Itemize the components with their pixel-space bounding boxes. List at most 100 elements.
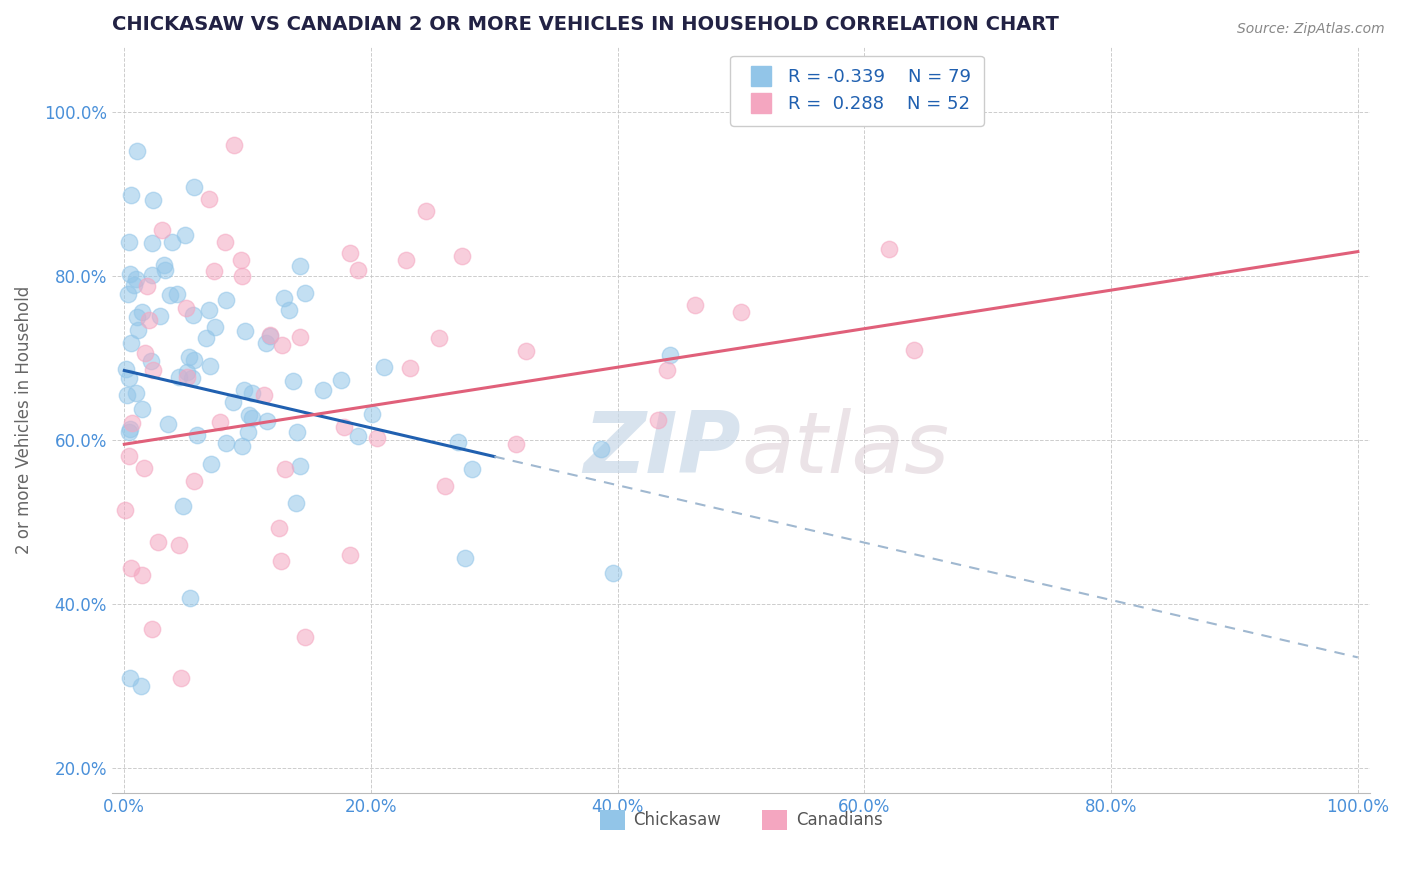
Point	[288, 330, 311, 344]
Point	[515, 343, 537, 358]
Point	[285, 495, 308, 509]
Point	[125, 385, 148, 400]
Point	[347, 429, 370, 443]
Point	[174, 228, 197, 243]
Point	[179, 591, 201, 605]
Point	[399, 360, 422, 375]
Point	[270, 338, 292, 352]
Point	[149, 310, 172, 324]
Point	[120, 336, 142, 351]
Point	[208, 415, 231, 429]
Point	[177, 351, 200, 365]
Point	[153, 258, 176, 272]
Point	[288, 459, 311, 474]
Point	[131, 679, 153, 693]
Point	[366, 431, 388, 445]
Point	[118, 425, 141, 439]
Point	[240, 385, 263, 400]
Point	[253, 387, 276, 401]
Point	[231, 269, 253, 284]
Point	[186, 428, 208, 442]
Point	[215, 436, 238, 450]
Point	[141, 268, 163, 282]
Point	[169, 538, 191, 552]
Point	[136, 279, 159, 293]
Point	[120, 561, 142, 575]
Point	[172, 499, 194, 513]
Point	[434, 479, 457, 493]
Legend: Chickasaw, Canadians: Chickasaw, Canadians	[593, 803, 889, 837]
Point	[589, 442, 612, 456]
Point	[115, 387, 138, 401]
Point	[259, 328, 281, 343]
Point	[360, 407, 382, 421]
Point	[231, 252, 253, 267]
Point	[730, 305, 752, 319]
Point	[215, 293, 238, 307]
Point	[118, 671, 141, 685]
Point	[655, 362, 678, 376]
Point	[194, 331, 217, 345]
Point	[131, 305, 153, 319]
Point	[114, 362, 136, 376]
Point	[127, 144, 149, 158]
Point	[150, 223, 173, 237]
Point	[450, 249, 472, 263]
Point	[120, 187, 142, 202]
Point	[114, 502, 136, 516]
Point	[415, 203, 437, 218]
Point	[903, 343, 925, 358]
Point	[273, 292, 295, 306]
Point	[294, 630, 316, 644]
Point	[200, 457, 222, 471]
Point	[294, 286, 316, 301]
Point	[127, 323, 149, 337]
Point	[134, 345, 156, 359]
Text: atlas: atlas	[741, 408, 949, 491]
Point	[167, 370, 190, 384]
Point	[373, 359, 395, 374]
Point	[183, 353, 205, 368]
Point	[118, 267, 141, 281]
Text: ZIP: ZIP	[583, 408, 741, 491]
Point	[427, 331, 450, 345]
Point	[180, 370, 202, 384]
Point	[176, 370, 198, 384]
Point	[118, 235, 141, 250]
Point	[183, 474, 205, 488]
Point	[181, 308, 204, 322]
Point	[240, 411, 263, 425]
Point	[505, 437, 527, 451]
Point	[339, 245, 361, 260]
Point	[139, 354, 162, 368]
Point	[198, 359, 221, 374]
Point	[332, 419, 354, 434]
Point	[117, 287, 139, 301]
Point	[339, 548, 361, 562]
Point	[159, 287, 181, 301]
Point	[285, 425, 308, 439]
Point	[176, 365, 198, 379]
Point	[461, 462, 484, 476]
Point	[118, 422, 141, 436]
Point	[395, 253, 418, 268]
Point	[222, 395, 245, 409]
Point	[142, 363, 165, 377]
Point	[198, 302, 221, 317]
Point	[125, 310, 148, 325]
Point	[141, 622, 163, 636]
Point	[224, 138, 246, 153]
Point	[202, 264, 225, 278]
Point	[683, 297, 706, 311]
Point	[238, 409, 260, 423]
Point	[877, 243, 900, 257]
Point	[174, 301, 197, 315]
Point	[183, 180, 205, 194]
Point	[142, 193, 165, 207]
Text: Source: ZipAtlas.com: Source: ZipAtlas.com	[1237, 22, 1385, 37]
Point	[281, 374, 304, 388]
Point	[160, 235, 183, 249]
Point	[117, 370, 139, 384]
Point	[124, 271, 146, 285]
Point	[238, 425, 260, 440]
